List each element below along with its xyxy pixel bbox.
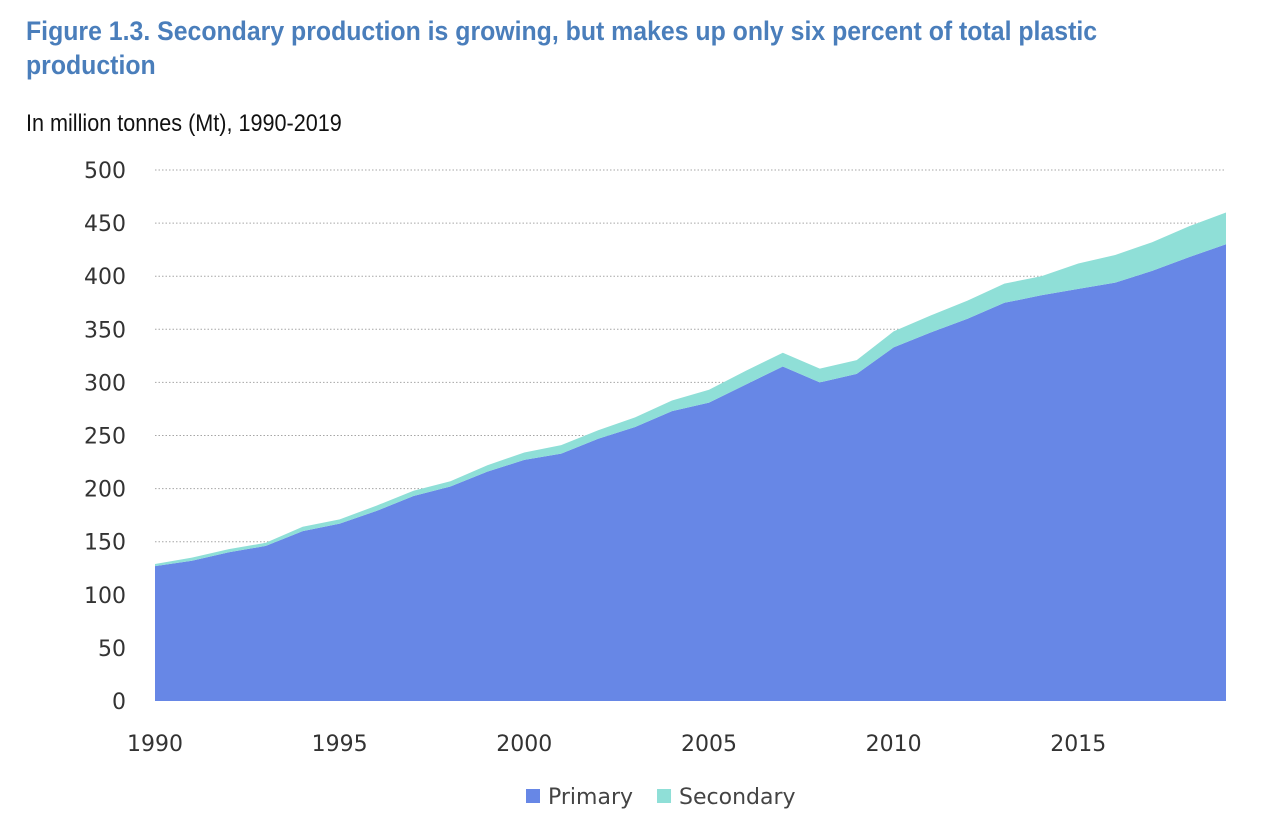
x-tick-label: 1995 [312,732,368,757]
y-tick-label: 400 [84,265,126,290]
legend: Primary Secondary [526,785,796,810]
y-tick-label: 250 [84,425,126,450]
y-tick-label: 0 [112,690,126,715]
x-tick-label: 2000 [496,732,552,757]
y-axis: 0 50 100 150 200 250 300 350 400 450 500 [84,159,126,715]
legend-item-secondary: Secondary [657,785,796,810]
y-tick-label: 150 [84,531,126,556]
y-tick-label: 450 [84,212,126,237]
y-tick-label: 200 [84,478,126,503]
y-tick-label: 100 [84,584,126,609]
chart-title: Figure 1.3. Secondary production is grow… [26,16,1098,80]
legend-item-primary: Primary [526,785,633,810]
legend-swatch [526,789,540,803]
plot-area [155,212,1226,702]
x-tick-label: 2010 [866,732,922,757]
x-axis: 1990 1995 2000 2005 2010 2015 [127,732,1106,757]
x-tick-label: 2005 [681,732,737,757]
y-tick-label: 50 [98,637,126,662]
chart-subtitle: In million tonnes (Mt), 1990-2019 [26,110,342,137]
y-tick-label: 350 [84,318,126,343]
legend-swatch [657,789,672,803]
legend-label: Primary [548,785,633,810]
x-tick-label: 1990 [127,732,183,757]
y-tick-label: 300 [84,371,126,396]
legend-label: Secondary [679,785,796,810]
x-tick-label: 2015 [1050,732,1106,757]
series-area-primary [155,244,1226,702]
y-tick-label: 500 [84,159,126,184]
